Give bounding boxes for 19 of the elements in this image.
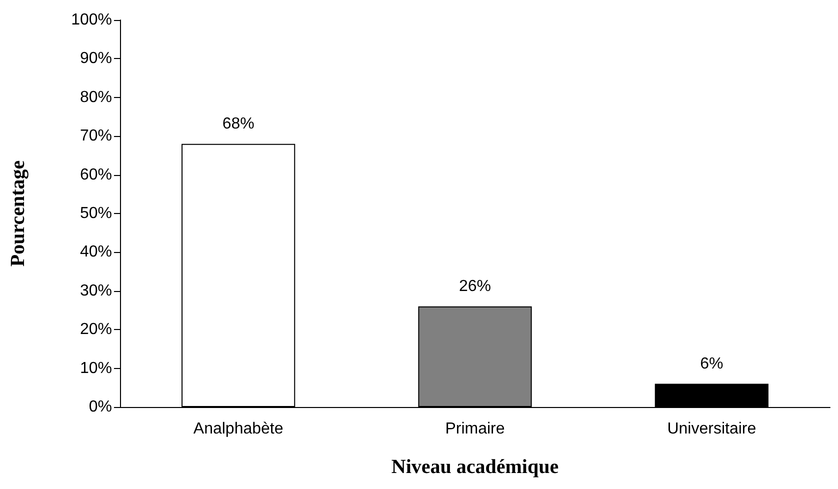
data-label: 26% <box>458 278 492 295</box>
y-tick-label: 70% <box>80 128 112 145</box>
data-label: 6% <box>700 355 724 372</box>
y-tick-label: 50% <box>80 205 112 222</box>
y-tick-label: 0% <box>88 398 112 416</box>
y-tick-label: 90% <box>80 50 112 68</box>
y-tick-label: 10% <box>80 360 112 377</box>
y-tick-label: 30% <box>80 282 112 300</box>
data-label: 68% <box>222 115 254 132</box>
y-axis-title: Pourcentage <box>7 160 29 267</box>
x-axis-title: Niveau académique <box>391 456 559 478</box>
x-tick-label: Analphabète <box>193 420 284 438</box>
y-tick-label: 40% <box>80 244 112 261</box>
y-tick-label: 20% <box>80 321 112 338</box>
x-tick-label: Primaire <box>445 420 505 438</box>
y-tick-label: 60% <box>80 166 112 184</box>
y-tick-label: 80% <box>80 88 112 106</box>
x-tick-label: Universitaire <box>667 420 756 438</box>
y-tick-label: 100% <box>71 12 112 28</box>
